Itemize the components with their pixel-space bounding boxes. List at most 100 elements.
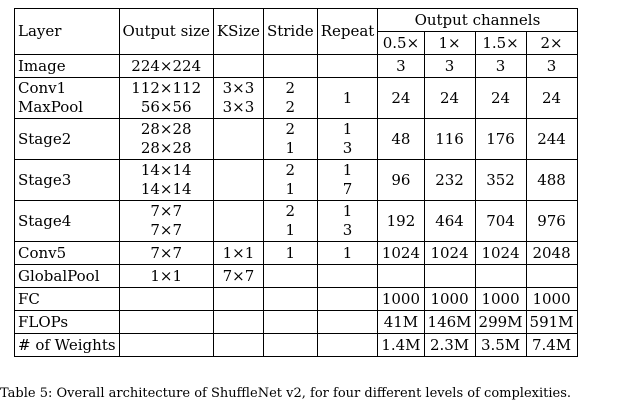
- header-ksize: KSize: [212, 8, 264, 55]
- cell-repeat: [316, 264, 379, 288]
- cell-channels: 3: [474, 54, 527, 78]
- header-output-channels: Output channels: [377, 8, 578, 32]
- table-row: GlobalPool 1×1 7×7: [14, 264, 578, 288]
- cell-size-line: 28×28: [140, 120, 192, 138]
- cell-channels: 232: [423, 159, 476, 201]
- cell-stride-line: 2: [285, 202, 296, 220]
- cell-ksize: 3×3 3×3: [212, 77, 264, 119]
- cell-stride-line: 2: [285, 120, 296, 138]
- cell-size-line: 7×7: [150, 202, 183, 220]
- cell-size: [118, 287, 214, 311]
- cell-ksize: [212, 333, 264, 357]
- table-row: FLOPs 41M 146M 299M 591M: [14, 310, 578, 334]
- header-stride: Stride: [262, 8, 318, 55]
- cell-repeat: [316, 287, 379, 311]
- cell-layer-line: MaxPool: [18, 98, 84, 116]
- cell-stride-line: 1: [285, 139, 296, 157]
- cell-channels: 2.3M: [423, 333, 476, 357]
- cell-channels: 1000: [474, 287, 527, 311]
- header-width-2x: 2×: [525, 31, 578, 55]
- cell-channels: [377, 264, 425, 288]
- header-width-1x: 1×: [423, 31, 476, 55]
- cell-channels: 116: [423, 118, 476, 160]
- header-row-1: Layer Output size KSize Stride Repeat Ou…: [14, 8, 578, 55]
- cell-ksize: [212, 159, 264, 201]
- table-row: FC 1000 1000 1000 1000: [14, 287, 578, 311]
- cell-channels: 2048: [525, 241, 578, 265]
- cell-layer-line: Conv1: [18, 79, 67, 97]
- cell-layer: Stage2: [14, 118, 120, 160]
- header-row-2: 0.5× 1× 1.5× 2×: [15, 31, 578, 55]
- cell-channels: 3.5M: [474, 333, 527, 357]
- cell-channels: 1024: [377, 241, 425, 265]
- cell-channels: 488: [525, 159, 578, 201]
- architecture-table-container: Layer Output size KSize Stride Repeat Ou…: [14, 8, 578, 357]
- cell-channels: 3: [525, 54, 578, 78]
- cell-channels: 24: [423, 77, 476, 119]
- cell-channels: 3: [423, 54, 476, 78]
- cell-layer: FC: [14, 287, 120, 311]
- cell-channels: 704: [474, 200, 527, 242]
- cell-layer: Stage4: [14, 200, 120, 242]
- table-row: Stage3 14×14 14×14 2 1 1 7 96 232 352 488: [14, 159, 578, 201]
- header-width-1-5x: 1.5×: [474, 31, 527, 55]
- cell-stride: [262, 264, 318, 288]
- cell-ksize: [212, 310, 264, 334]
- cell-ksize-line: 3×3: [222, 98, 255, 116]
- cell-size-line: 14×14: [140, 161, 192, 179]
- cell-ksize: [212, 54, 264, 78]
- cell-repeat: [316, 310, 379, 334]
- cell-channels: [423, 264, 476, 288]
- cell-repeat-line: 1: [342, 120, 353, 138]
- table-row: Image 224×224 3 3 3 3: [14, 54, 578, 78]
- cell-size: 14×14 14×14: [118, 159, 214, 201]
- cell-channels: 464: [423, 200, 476, 242]
- cell-size: 28×28 28×28: [118, 118, 214, 160]
- table-row: Conv5 7×7 1×1 1 1 1024 1024 1024 2048: [14, 241, 578, 265]
- table-row: # of Weights 1.4M 2.3M 3.5M 7.4M: [14, 333, 578, 357]
- cell-layer: # of Weights: [14, 333, 120, 357]
- cell-repeat: [316, 54, 379, 78]
- cell-channels: 24: [377, 77, 425, 119]
- cell-channels: 244: [525, 118, 578, 160]
- header-repeat: Repeat: [316, 8, 379, 55]
- cell-ksize: [212, 200, 264, 242]
- cell-channels: 1.4M: [377, 333, 425, 357]
- cell-channels: 3: [377, 54, 425, 78]
- cell-stride: [262, 333, 318, 357]
- cell-repeat: 1: [316, 241, 379, 265]
- cell-layer: GlobalPool: [14, 264, 120, 288]
- cell-channels: [474, 264, 527, 288]
- cell-channels: 591M: [525, 310, 578, 334]
- cell-size: 1×1: [118, 264, 214, 288]
- cell-size-line: 28×28: [140, 139, 192, 157]
- cell-stride: [262, 310, 318, 334]
- cell-channels: 976: [525, 200, 578, 242]
- table-caption: Table 5: Overall architecture of Shuffle…: [0, 386, 572, 401]
- cell-channels: 24: [474, 77, 527, 119]
- cell-channels: 146M: [423, 310, 476, 334]
- cell-size: 7×7 7×7: [118, 200, 214, 242]
- cell-channels: 41M: [377, 310, 425, 334]
- cell-layer: Conv5: [14, 241, 120, 265]
- cell-size: 7×7: [118, 241, 214, 265]
- cell-channels: 176: [474, 118, 527, 160]
- cell-size: 224×224: [118, 54, 214, 78]
- cell-stride-line: 2: [285, 98, 296, 116]
- cell-layer: Stage3: [14, 159, 120, 201]
- cell-ksize: 1×1: [212, 241, 264, 265]
- cell-size-line: 14×14: [140, 180, 192, 198]
- cell-channels: 96: [377, 159, 425, 201]
- cell-ksize: 7×7: [212, 264, 264, 288]
- cell-repeat-line: 1: [342, 202, 353, 220]
- cell-stride: 1: [262, 241, 318, 265]
- cell-channels: 192: [377, 200, 425, 242]
- cell-channels: 48: [377, 118, 425, 160]
- cell-size: [118, 333, 214, 357]
- cell-channels: 1024: [474, 241, 527, 265]
- header-output-size: Output size: [118, 8, 214, 55]
